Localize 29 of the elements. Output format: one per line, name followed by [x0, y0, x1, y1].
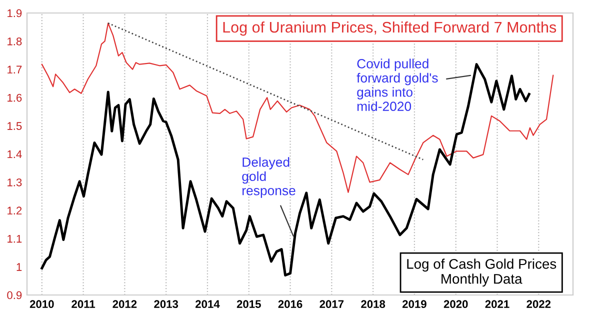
y-tick-label: 1.4 — [8, 150, 22, 158]
x-tick-label: 2010 — [30, 300, 54, 308]
x-tick-label: 2011 — [72, 300, 96, 308]
y-tick-label: 1.9 — [8, 9, 22, 18]
y-tick-label: 1.1 — [8, 234, 22, 243]
annotation: Delayed gold response — [242, 157, 296, 198]
x-tick-label: 2012 — [112, 300, 137, 308]
y-tick-label: 1.7 — [8, 66, 22, 74]
x-tick-label: 2018 — [361, 300, 386, 308]
y-tick-label: 1.5 — [8, 122, 22, 130]
x-tick-label: 2021 — [485, 300, 510, 308]
x-tick-label: 2019 — [402, 300, 426, 308]
series-label: Log of Cash Gold Prices — [407, 258, 556, 272]
x-tick-label: 2016 — [278, 300, 302, 308]
x-tick-label: 2014 — [196, 300, 220, 308]
y-tick-label: 1.6 — [8, 94, 22, 102]
y-tick-label: 1.2 — [8, 206, 22, 214]
x-tick-label: 2013 — [154, 300, 178, 308]
x-tick-label: 2022 — [526, 300, 551, 308]
x-tick-label: 2020 — [444, 300, 468, 308]
annotation: Monthly Data — [442, 274, 522, 287]
annotation: Covid pulled forward gold's gains into mid-2020 — [356, 58, 438, 112]
y-tick-label: 1 — [16, 263, 22, 271]
y-tick-label: 1.8 — [8, 37, 22, 46]
x-tick-label: 2017 — [320, 300, 344, 308]
x-tick-label: 2015 — [236, 300, 261, 308]
y-tick-label: 1.3 — [8, 178, 22, 186]
y-tick-label: 0.9 — [7, 291, 22, 300]
text: Log of Uranium Prices, Shifted Forward 7 Months — [223, 21, 556, 36]
